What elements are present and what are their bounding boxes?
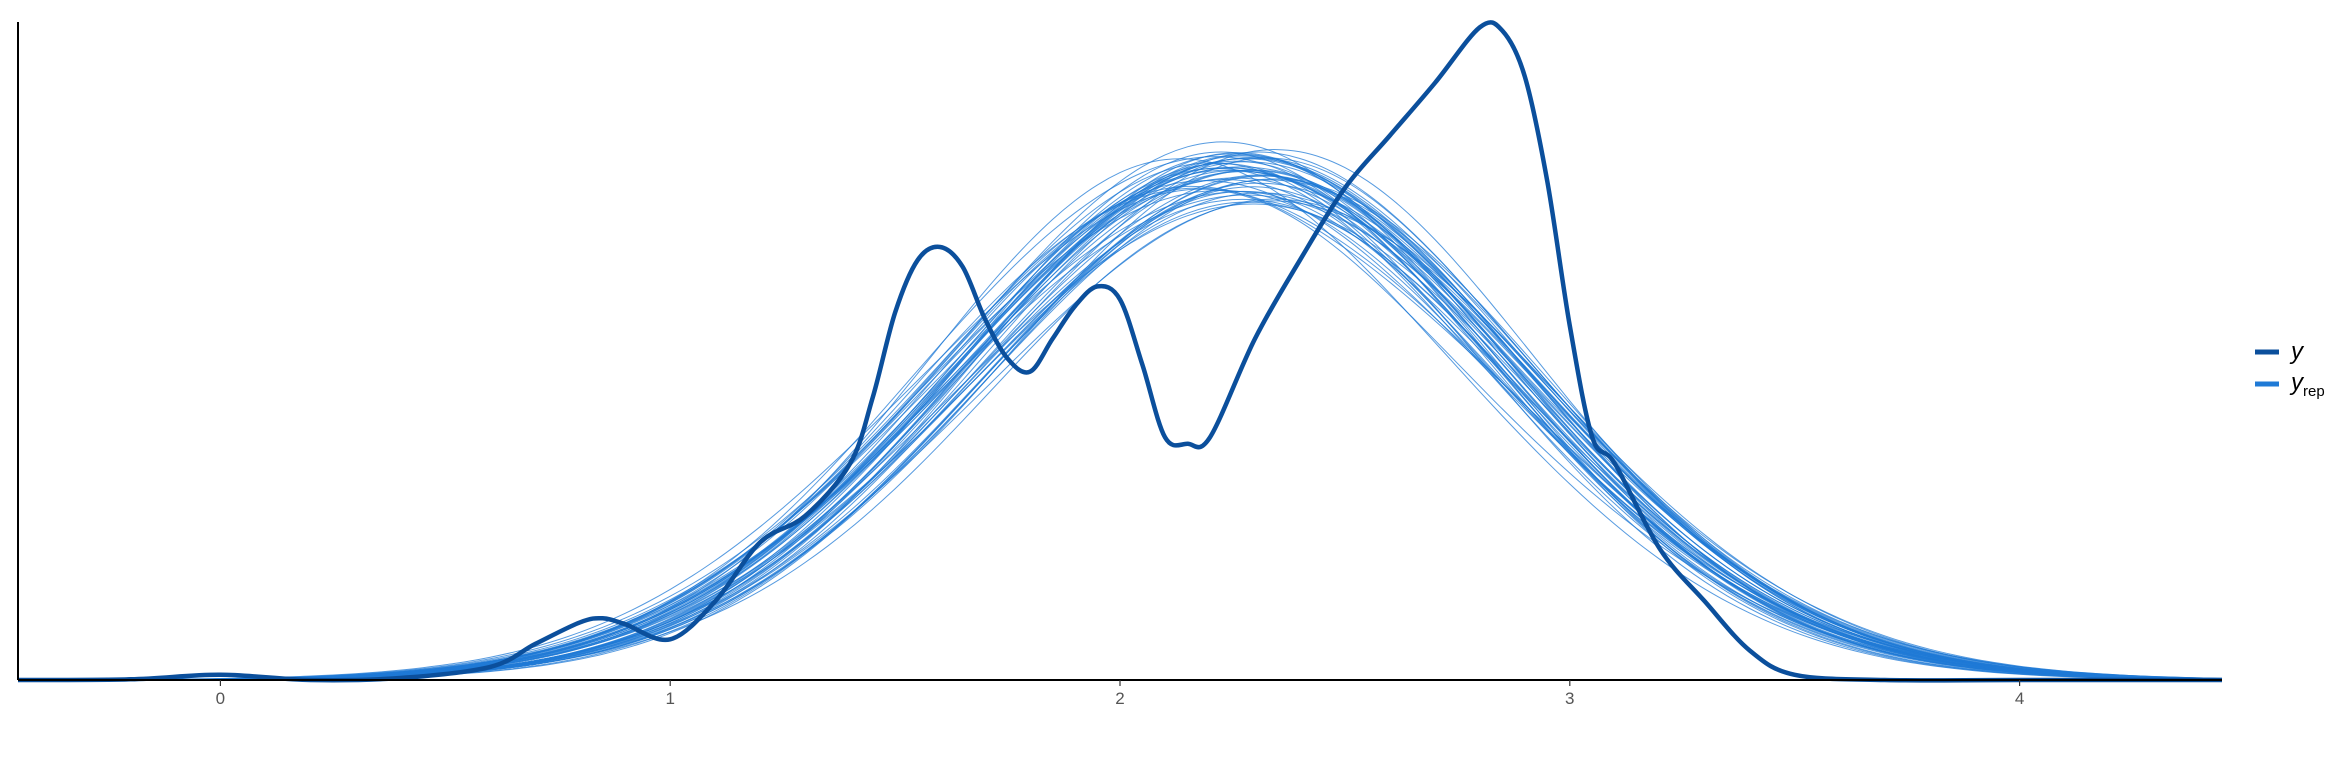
x-tick-label: 0 [216, 689, 225, 708]
yrep-line [18, 185, 2223, 681]
yrep-line [18, 160, 2223, 681]
yrep-line [18, 151, 2223, 681]
x-tick-label: 2 [1115, 689, 1124, 708]
yrep-line [18, 182, 2223, 681]
yrep-line [18, 152, 2223, 681]
yrep-line [18, 201, 2223, 681]
yrep-line [18, 153, 2223, 681]
yrep-line [17, 167, 2223, 681]
yrep-line [18, 179, 2223, 681]
yrep-line [17, 169, 2223, 681]
yrep-line [18, 180, 2223, 681]
legend-label-y: y [2289, 338, 2305, 365]
yrep-line [18, 169, 2223, 681]
x-axis-ticks: 0 1 2 3 4 [216, 680, 2024, 708]
yrep-line [18, 194, 2223, 681]
yrep-line [17, 178, 2223, 681]
yrep-line [18, 169, 2223, 681]
yrep-line [18, 200, 2223, 681]
yrep-line [18, 174, 2223, 681]
yrep-line [18, 198, 2223, 681]
legend-label-yrep-subscript: rep [2303, 383, 2325, 400]
yrep-line [18, 175, 2223, 681]
yrep-line [18, 162, 2223, 681]
yrep-line [17, 192, 2223, 681]
yrep-line [18, 151, 2223, 681]
legend: y yrep [2255, 338, 2325, 400]
yrep-line [17, 177, 2223, 681]
yrep-line [18, 188, 2223, 681]
yrep-line [18, 175, 2223, 681]
x-tick-label: 1 [665, 689, 674, 708]
x-tick-label: 4 [2015, 689, 2024, 708]
yrep-line [18, 156, 2223, 681]
yrep-line [18, 189, 2223, 681]
legend-label-yrep: yrep [2289, 369, 2325, 400]
yrep-line [17, 203, 2223, 681]
yrep-line [18, 169, 2223, 681]
legend-label-yrep-main: y [2289, 369, 2305, 396]
yrep-line [18, 186, 2223, 681]
yrep-line [18, 161, 2223, 681]
yrep-line [18, 187, 2223, 681]
yrep-line [18, 158, 2223, 681]
yrep-line [18, 149, 2223, 681]
x-tick-label: 3 [1565, 689, 1574, 708]
observed-y-line [17, 20, 2222, 683]
yrep-line [18, 158, 2223, 681]
yrep-series-lines [17, 141, 2223, 681]
yrep-line [18, 178, 2223, 681]
yrep-line [18, 198, 2223, 681]
